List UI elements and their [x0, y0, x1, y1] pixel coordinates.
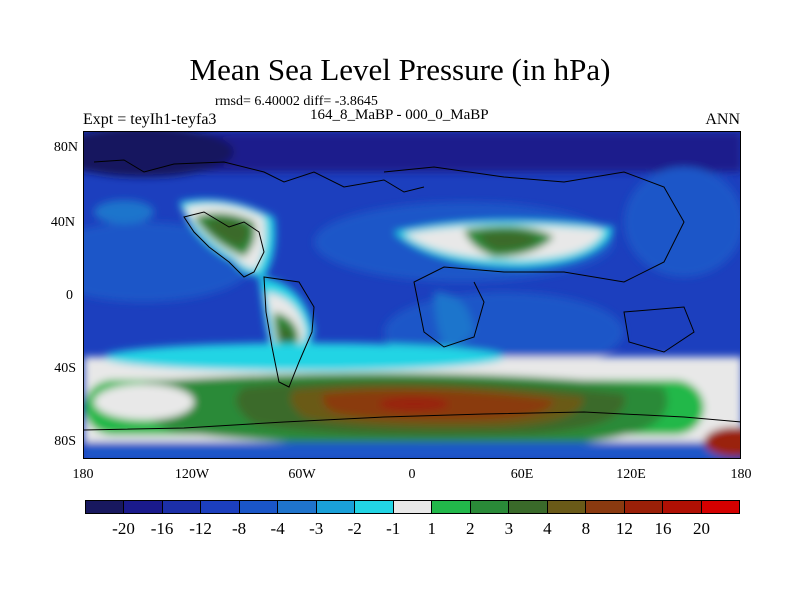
- colorbar-label: -4: [270, 519, 285, 538]
- colorbar-label: 3: [504, 519, 514, 538]
- period-label: 164_8_MaBP - 000_0_MaBP: [310, 107, 489, 123]
- africa-blue: [434, 292, 474, 348]
- colorbar-segment: [432, 501, 471, 513]
- colorbar-label: 12: [615, 519, 633, 538]
- x-tick-60w: 60W: [288, 467, 316, 482]
- south-max: [379, 397, 449, 411]
- south-cyan-strip: [104, 343, 504, 371]
- colorbar-label: 8: [581, 519, 591, 538]
- colorbar-label: -1: [386, 519, 401, 538]
- australia-coast: [623, 306, 695, 353]
- colorbar-label: 1: [427, 519, 437, 538]
- colorbar-segment: [470, 501, 510, 513]
- colorbar-segment: [509, 501, 548, 513]
- antarctic-blue: [84, 442, 740, 458]
- colorbar-label: -2: [347, 519, 362, 538]
- colorbar-segment: [162, 501, 202, 513]
- colorbar-segment: [393, 501, 433, 513]
- colorbar-segment: [586, 501, 625, 513]
- north-deep-low: [84, 132, 234, 177]
- field-contours: [84, 132, 740, 458]
- colorbar-segment: [547, 501, 587, 513]
- colorbar-segment: [663, 501, 702, 513]
- x-tick-0: 0: [408, 467, 416, 482]
- x-tick-180e: 180: [730, 467, 752, 482]
- colorbar-label: -12: [189, 519, 212, 538]
- x-tick-120e: 120E: [616, 467, 646, 482]
- y-tick-40s: 40S: [54, 361, 76, 376]
- pacific-cyan: [94, 200, 154, 224]
- colorbar-segment: [316, 501, 356, 513]
- colorbar-label: 20: [692, 519, 710, 538]
- colorbar-label: -3: [309, 519, 324, 538]
- x-tick-180w: 180: [72, 467, 94, 482]
- north-america-coast: [183, 211, 265, 278]
- y-tick-0: 0: [66, 288, 73, 303]
- colorbar-label: 16: [654, 519, 672, 538]
- y-tick-80n: 80N: [53, 140, 78, 155]
- colorbar-segment: [355, 501, 394, 513]
- colorbar: [85, 500, 740, 514]
- east-blue-band: [624, 167, 740, 277]
- colorbar-label: -16: [150, 519, 174, 538]
- north-coast: [93, 159, 425, 193]
- map-title: Mean Sea Level Pressure (in hPa): [189, 52, 611, 87]
- colorbar-segment: [701, 501, 739, 513]
- experiment-label: Expt = teyIh1-teyfa3: [83, 111, 217, 128]
- eurasia-africa-coast: [383, 166, 685, 348]
- colorbar-label: 2: [466, 519, 475, 538]
- colorbar-segment: [201, 501, 240, 513]
- north-america-core: [204, 218, 249, 247]
- asia-core: [479, 231, 539, 250]
- stats-label: rmsd= 6.40002 diff= -3.8645: [215, 94, 378, 109]
- y-tick-80s: 80S: [54, 434, 76, 449]
- colorbar-label: -8: [232, 519, 247, 538]
- colorbar-segment: [624, 501, 664, 513]
- pressure-map: [83, 131, 741, 459]
- antarctica-coast: [84, 411, 740, 431]
- y-tick-40n: 40N: [50, 215, 75, 230]
- antarctic-red: [704, 427, 740, 457]
- x-tick-60e: 60E: [510, 467, 534, 482]
- x-tick-120w: 120W: [174, 467, 210, 482]
- colorbar-segment: [239, 501, 279, 513]
- season-label: ANN: [705, 111, 740, 128]
- colorbar-label: -20: [112, 519, 135, 538]
- south-white-patch: [94, 384, 194, 420]
- south-america-coast: [263, 276, 315, 388]
- colorbar-label: 4: [543, 519, 552, 538]
- colorbar-segment: [86, 501, 125, 513]
- coastlines: [84, 159, 740, 431]
- colorbar-segment: [278, 501, 317, 513]
- colorbar-segment: [124, 501, 163, 513]
- map-canvas: [84, 132, 740, 458]
